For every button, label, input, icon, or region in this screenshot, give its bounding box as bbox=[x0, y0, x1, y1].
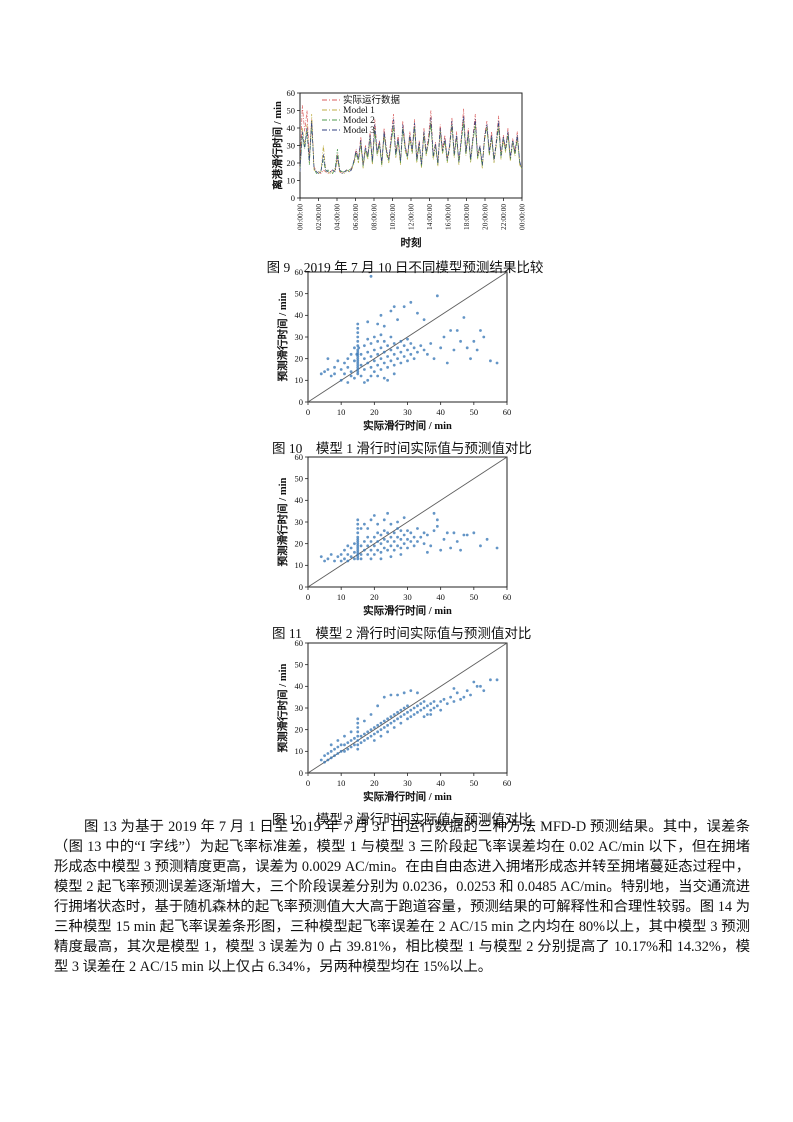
svg-text:00:00:00: 00:00:00 bbox=[296, 204, 305, 230]
svg-text:30: 30 bbox=[295, 517, 304, 527]
svg-text:10: 10 bbox=[337, 592, 346, 602]
figure-12: 0 10 20 30 40 50 60 0 10 20 30 40 50 60 实际滑行时间 / min 预测… bbox=[272, 635, 532, 828]
svg-text:16:00:00: 16:00:00 bbox=[444, 204, 453, 230]
svg-text:12:00:00: 12:00:00 bbox=[407, 204, 416, 230]
figure-12-chart: 0 10 20 30 40 50 60 0 10 20 30 40 50 60 实际滑行时间 / min 预测… bbox=[276, 638, 512, 803]
svg-text:08:00:00: 08:00:00 bbox=[370, 204, 379, 230]
svg-text:60: 60 bbox=[503, 592, 512, 602]
svg-text:40: 40 bbox=[295, 495, 304, 505]
figure-11: 0 10 20 30 40 50 60 0 10 20 30 40 50 60 实际滑行时间 / min 预测… bbox=[272, 449, 532, 642]
svg-text:20: 20 bbox=[287, 158, 296, 168]
svg-text:0: 0 bbox=[306, 778, 310, 788]
svg-text:10: 10 bbox=[337, 407, 346, 417]
svg-text:实际运行数据: 实际运行数据 bbox=[343, 94, 401, 106]
svg-text:30: 30 bbox=[295, 703, 304, 713]
svg-text:实际滑行时间 / min: 实际滑行时间 / min bbox=[363, 604, 452, 617]
svg-text:60: 60 bbox=[295, 452, 304, 462]
svg-text:10:00:00: 10:00:00 bbox=[388, 204, 397, 230]
svg-text:0: 0 bbox=[299, 397, 303, 407]
svg-text:40: 40 bbox=[295, 681, 304, 691]
figure-9-chart: 0 10 20 30 40 50 60 00:00:00 02:00:00 04:00:00 06:… bbox=[271, 88, 527, 249]
svg-text:0: 0 bbox=[291, 193, 295, 203]
figure-10-chart: 0 10 20 30 40 50 60 0 10 20 30 40 50 60 实际滑行时间 / min 预测… bbox=[276, 267, 512, 432]
svg-text:20: 20 bbox=[295, 353, 304, 363]
svg-text:10: 10 bbox=[295, 560, 304, 570]
svg-text:60: 60 bbox=[295, 638, 304, 648]
svg-text:20: 20 bbox=[370, 778, 379, 788]
svg-text:40: 40 bbox=[436, 407, 445, 417]
svg-text:0: 0 bbox=[299, 768, 303, 778]
svg-text:40: 40 bbox=[436, 592, 445, 602]
svg-text:40: 40 bbox=[287, 123, 296, 133]
figure-10: 0 10 20 30 40 50 60 0 10 20 30 40 50 60 实际滑行时间 / min 预测… bbox=[272, 264, 532, 457]
svg-text:30: 30 bbox=[287, 140, 296, 150]
svg-text:Model 2: Model 2 bbox=[343, 116, 375, 126]
figure-10-caption: 图 10 模型 1 滑行时间实际值与预测值对比 bbox=[272, 441, 532, 456]
figure-9: 0 10 20 30 40 50 60 00:00:00 02:00:00 04:00:00 06:… bbox=[265, 85, 545, 276]
svg-text:10: 10 bbox=[295, 375, 304, 385]
svg-text:0: 0 bbox=[306, 407, 310, 417]
svg-text:50: 50 bbox=[470, 407, 479, 417]
body-paragraph: 图 13 为基于 2019 年 7 月 1 日至 2019 年 7 月 31 日… bbox=[54, 819, 750, 975]
svg-text:14:00:00: 14:00:00 bbox=[425, 204, 434, 230]
svg-text:20: 20 bbox=[370, 407, 379, 417]
svg-text:预测滑行时间 / min: 预测滑行时间 / min bbox=[276, 293, 289, 382]
svg-text:04:00:00: 04:00:00 bbox=[333, 204, 342, 230]
svg-text:30: 30 bbox=[403, 778, 412, 788]
svg-text:30: 30 bbox=[403, 592, 412, 602]
svg-text:20: 20 bbox=[295, 538, 304, 548]
svg-text:20: 20 bbox=[370, 592, 379, 602]
svg-text:30: 30 bbox=[295, 332, 304, 342]
svg-text:60: 60 bbox=[503, 778, 512, 788]
svg-text:50: 50 bbox=[470, 592, 479, 602]
svg-text:预测滑行时间 / min: 预测滑行时间 / min bbox=[276, 478, 289, 567]
svg-text:50: 50 bbox=[470, 778, 479, 788]
svg-text:00:00:00: 00:00:00 bbox=[518, 204, 527, 230]
svg-text:30: 30 bbox=[403, 407, 412, 417]
svg-text:22:00:00: 22:00:00 bbox=[499, 204, 508, 230]
svg-text:实际滑行时间 / min: 实际滑行时间 / min bbox=[363, 419, 452, 432]
svg-text:预测滑行时间 / min: 预测滑行时间 / min bbox=[276, 664, 289, 753]
svg-text:18:00:00: 18:00:00 bbox=[462, 204, 471, 230]
svg-text:10: 10 bbox=[337, 778, 346, 788]
svg-text:02:00:00: 02:00:00 bbox=[314, 204, 323, 230]
svg-text:离港滑行时间 / min: 离港滑行时间 / min bbox=[271, 101, 284, 190]
svg-text:0: 0 bbox=[299, 582, 303, 592]
svg-text:06:00:00: 06:00:00 bbox=[351, 204, 360, 230]
figure-12-caption: 图 12 模型 3 滑行时间实际值与预测值对比 bbox=[272, 812, 532, 827]
svg-text:Model 3: Model 3 bbox=[343, 126, 375, 136]
svg-text:60: 60 bbox=[503, 407, 512, 417]
figure-11-caption: 图 11 模型 2 滑行时间实际值与预测值对比 bbox=[272, 626, 532, 641]
svg-text:50: 50 bbox=[295, 288, 304, 298]
svg-text:10: 10 bbox=[287, 175, 296, 185]
svg-text:60: 60 bbox=[287, 88, 296, 98]
svg-text:Model 1: Model 1 bbox=[343, 106, 375, 116]
svg-text:20: 20 bbox=[295, 724, 304, 734]
figure-11-chart: 0 10 20 30 40 50 60 0 10 20 30 40 50 60 实际滑行时间 / min 预测… bbox=[276, 452, 512, 617]
svg-text:实际滑行时间 / min: 实际滑行时间 / min bbox=[363, 790, 452, 803]
svg-text:50: 50 bbox=[295, 659, 304, 669]
svg-text:10: 10 bbox=[295, 746, 304, 756]
svg-text:50: 50 bbox=[287, 105, 296, 115]
svg-text:0: 0 bbox=[306, 592, 310, 602]
svg-text:60: 60 bbox=[295, 267, 304, 277]
svg-text:20:00:00: 20:00:00 bbox=[481, 204, 490, 230]
svg-text:40: 40 bbox=[436, 778, 445, 788]
svg-text:50: 50 bbox=[295, 473, 304, 483]
svg-text:时刻: 时刻 bbox=[401, 236, 422, 249]
figure-9-caption: 图 9 2019 年 7 月 10 日不同模型预测结果比较 bbox=[266, 260, 544, 275]
svg-text:40: 40 bbox=[295, 310, 304, 320]
